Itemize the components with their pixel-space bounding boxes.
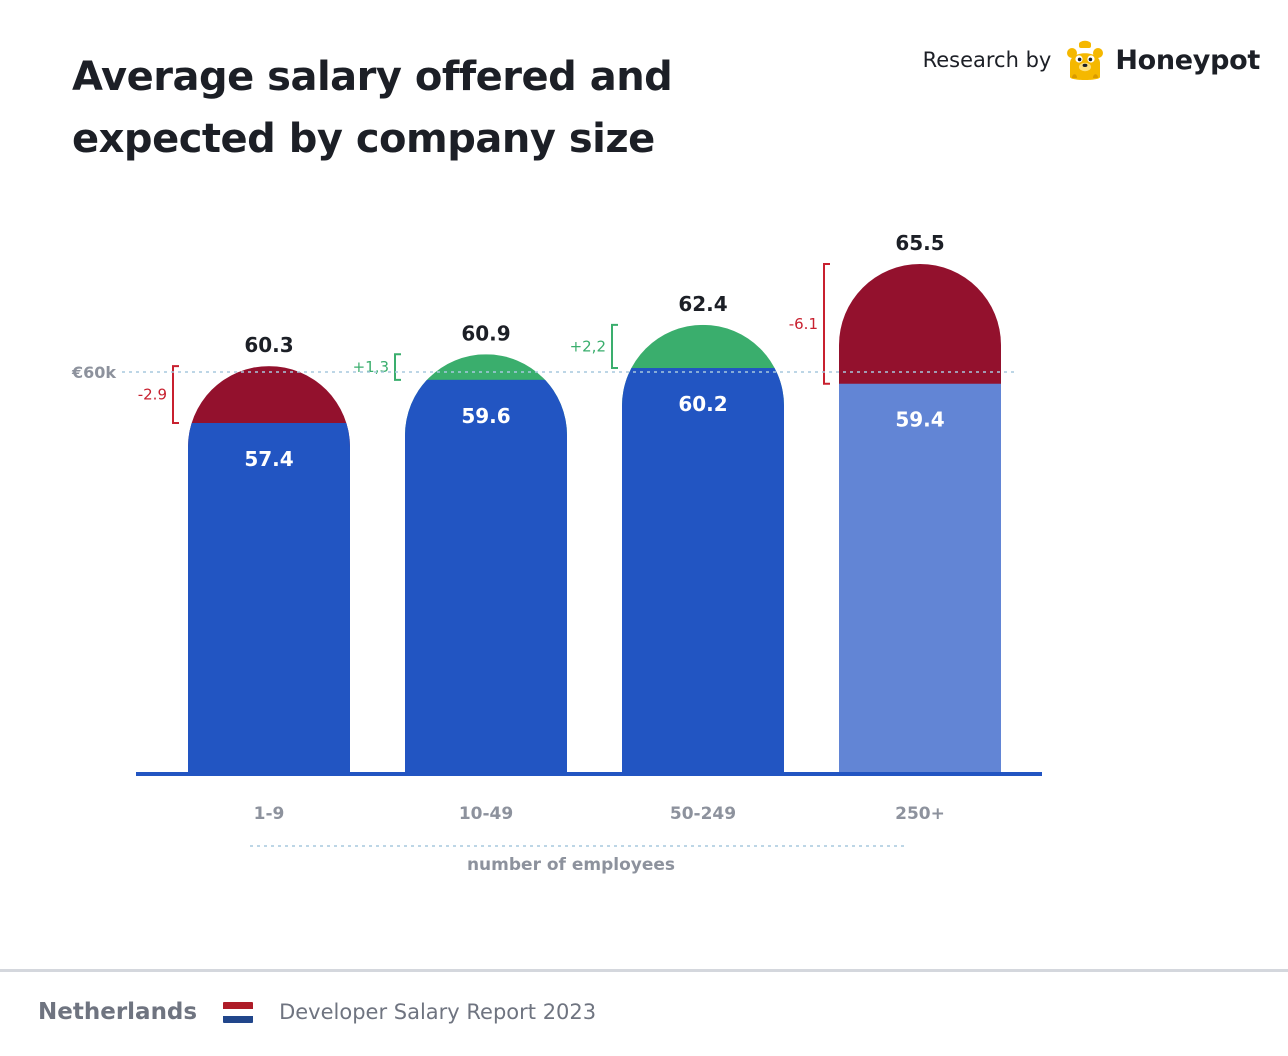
footer-country: Netherlands [38, 999, 198, 1025]
footer-divider [0, 969, 1288, 972]
flag-stripe-red [223, 1001, 254, 1009]
difference-bracket [172, 365, 179, 424]
bar-group-50-249 [622, 324, 784, 773]
expected-value-label: 62.4 [678, 292, 727, 316]
offered-value-label: 60.2 [678, 392, 727, 416]
difference-bracket [394, 353, 401, 381]
footer-report-title: Developer Salary Report 2023 [279, 1000, 597, 1024]
offered-bar-1-9 [188, 423, 350, 773]
honeypot-bear-logo-icon [1067, 40, 1104, 80]
flag-stripe-blue [223, 1015, 254, 1023]
difference-label: +2,2 [570, 337, 606, 355]
x-tick-label: 10-49 [459, 804, 513, 824]
x-axis-baseline [136, 772, 1042, 776]
bar-group-1-9 [188, 366, 350, 773]
reference-line-label: €60k [71, 363, 116, 382]
netherlands-flag-icon [223, 1001, 254, 1023]
offered-bar-10-49 [405, 379, 567, 773]
bar-group-250+ [839, 264, 1001, 773]
offered-bar-250+ [839, 383, 1001, 773]
brand-attribution: Research by Honeypot [923, 36, 1260, 84]
difference-label: +1,3 [353, 358, 389, 376]
expected-value-label: 65.5 [895, 231, 944, 255]
difference-label: -6.1 [789, 315, 818, 333]
flag-stripe-white [223, 1008, 254, 1016]
offered-value-label: 59.4 [895, 408, 944, 432]
bar-group-10-49 [405, 354, 567, 773]
x-tick-label: 50-249 [670, 804, 736, 824]
difference-label: -2.9 [138, 386, 167, 404]
footer: Netherlands Developer Salary Report 2023 [38, 995, 596, 1029]
chart-title-line-2: expected by company size [72, 116, 655, 162]
chart-title-line-1: Average salary offered and [72, 54, 673, 100]
difference-bracket [823, 263, 830, 385]
offered-value-label: 57.4 [244, 447, 293, 471]
expected-value-label: 60.3 [244, 333, 293, 357]
difference-bracket [611, 323, 618, 370]
expected-value-label: 60.9 [461, 321, 510, 345]
x-tick-label: 1-9 [254, 804, 285, 824]
x-tick-label: 250+ [895, 804, 945, 824]
research-by-label: Research by [922, 48, 1052, 72]
x-axis-title: number of employees [467, 855, 675, 875]
offered-bar-50-249 [622, 368, 784, 773]
chart-title: Average salary offered and expected by c… [72, 46, 792, 170]
brand-name: Honeypot [1115, 44, 1260, 76]
offered-value-label: 59.6 [461, 404, 510, 428]
